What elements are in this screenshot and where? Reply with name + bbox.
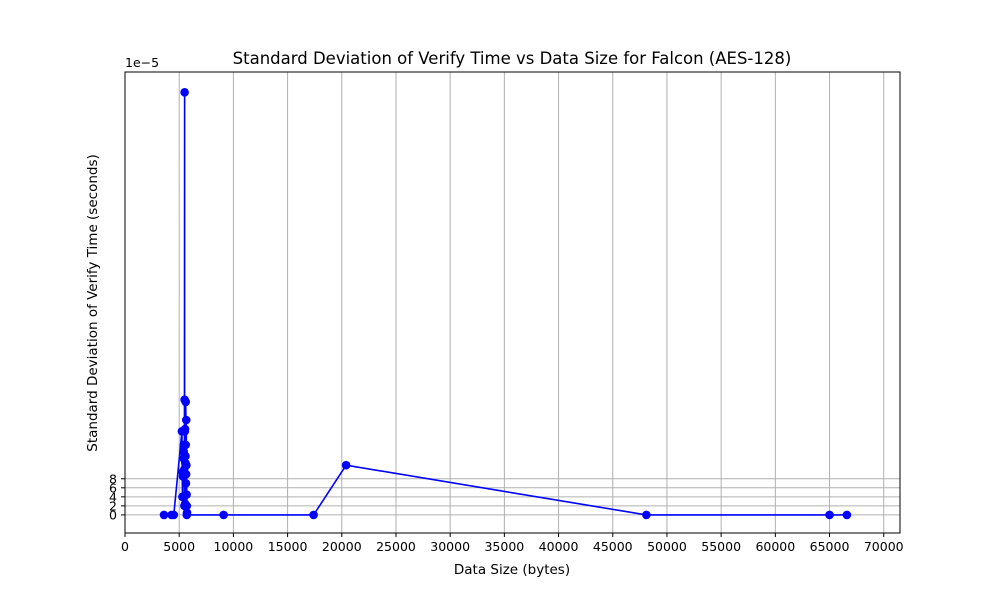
x-tick-label: 5000 xyxy=(163,539,195,554)
data-point xyxy=(219,510,228,520)
series-layer xyxy=(159,88,852,520)
x-tick-label: 25000 xyxy=(376,539,416,554)
chart-title: Standard Deviation of Verify Time vs Dat… xyxy=(233,49,792,68)
x-tick-label: 10000 xyxy=(214,539,254,554)
y-tick-label: 8 xyxy=(109,471,117,486)
data-point xyxy=(181,478,191,488)
x-tick-label: 35000 xyxy=(484,539,524,554)
y-axis-title: Standard Deviation of Verify Time (secon… xyxy=(85,154,101,452)
plot-frame xyxy=(124,71,901,534)
data-point xyxy=(182,490,191,499)
x-axis: 0 5000 10000 15000 20000 25000 30000 35000 40000… xyxy=(121,533,904,554)
data-point xyxy=(159,510,169,520)
data-point xyxy=(169,510,179,520)
data-point xyxy=(341,460,351,470)
data-point xyxy=(180,424,190,434)
data-point xyxy=(842,510,852,520)
x-tick-label: 15000 xyxy=(268,539,308,554)
data-point xyxy=(180,88,189,97)
y-tick-label: 6 xyxy=(109,480,117,495)
data-point xyxy=(182,460,191,470)
x-tick-label: 55000 xyxy=(701,539,741,554)
y-offset-label: 1e−5 xyxy=(125,55,159,70)
data-point xyxy=(180,499,190,508)
data-point xyxy=(181,451,190,461)
y-tick-label: 0 xyxy=(109,507,117,522)
x-tick-label: 45000 xyxy=(593,539,633,554)
x-tick-label: 70000 xyxy=(864,539,904,554)
data-point xyxy=(309,510,318,520)
y-tick-label: 4 xyxy=(109,489,117,504)
x-tick-label: 0 xyxy=(121,539,129,554)
x-tick-label: 60000 xyxy=(755,539,795,554)
y-tick-label: 2 xyxy=(109,498,117,513)
data-point xyxy=(181,440,190,450)
x-tick-label: 65000 xyxy=(810,539,850,554)
series-line xyxy=(164,91,847,516)
x-axis-title: Data Size (bytes) xyxy=(454,562,570,578)
data-point xyxy=(181,397,190,407)
x-tick-label: 20000 xyxy=(322,539,362,554)
data-point xyxy=(181,415,191,425)
x-tick-label: 40000 xyxy=(539,539,579,554)
data-point xyxy=(181,469,191,479)
data-point xyxy=(642,510,651,520)
grid xyxy=(124,72,900,533)
x-tick-label: 50000 xyxy=(647,539,687,554)
data-point xyxy=(182,510,192,520)
x-tick-label: 30000 xyxy=(430,539,470,554)
data-point xyxy=(825,510,834,520)
